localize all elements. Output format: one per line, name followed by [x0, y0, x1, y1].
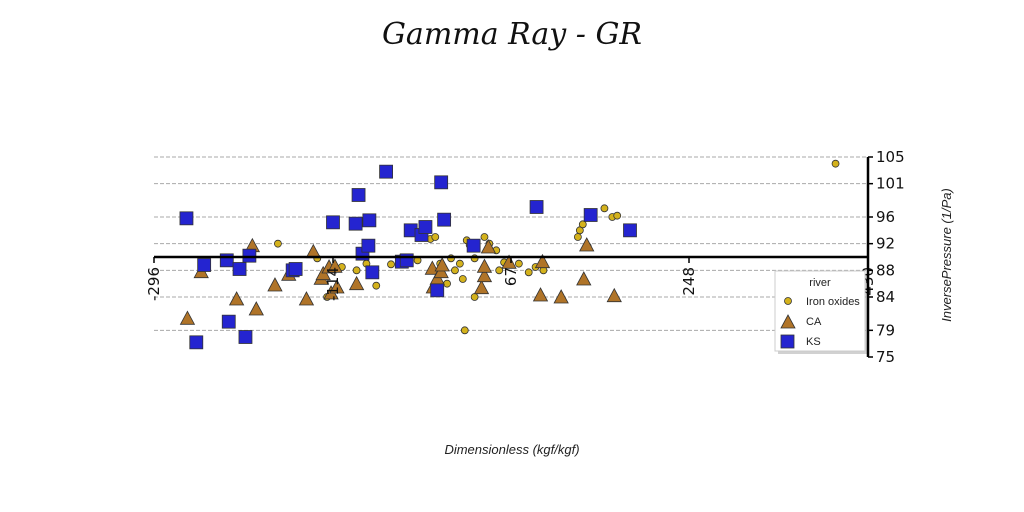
- ks-point: [437, 212, 452, 227]
- legend-marker-ca: [780, 314, 796, 329]
- iron-oxides-point: [458, 275, 467, 283]
- ks-point: [379, 164, 393, 179]
- y-axis-label: InversePressure (1/Pa): [939, 188, 954, 322]
- ks-point: [529, 200, 544, 214]
- y-tick-label: 75: [876, 348, 895, 366]
- ca-point: [480, 239, 497, 254]
- ca-point: [579, 237, 595, 252]
- ks-point: [434, 175, 449, 190]
- ca-point: [473, 279, 490, 295]
- data-points: [179, 159, 840, 350]
- legend-label-ca: CA: [806, 316, 822, 328]
- legend: river Iron oxides CA KS: [774, 270, 868, 354]
- iron-oxides-point: [470, 293, 479, 301]
- ca-point: [327, 258, 343, 273]
- ks-point: [351, 188, 366, 202]
- ks-point: [179, 211, 194, 226]
- ca-point: [434, 257, 450, 272]
- y-tick-label: 92: [876, 235, 895, 253]
- ks-point: [583, 208, 598, 222]
- chart-title: Gamma Ray - GR: [382, 17, 642, 52]
- ca-point: [476, 267, 493, 283]
- ca-point: [267, 277, 283, 292]
- iron-oxides-point: [831, 159, 840, 168]
- y-tick-label: 88: [876, 261, 895, 279]
- ca-point: [348, 275, 365, 291]
- ks-point: [189, 335, 204, 350]
- ca-point: [606, 287, 622, 303]
- iron-oxides-point: [274, 239, 282, 248]
- ks-point: [197, 258, 212, 272]
- ca-point: [329, 279, 345, 294]
- ks-point: [623, 223, 637, 238]
- legend-marker-ks: [780, 334, 795, 349]
- iron-oxides-point: [495, 266, 504, 275]
- ca-point: [298, 291, 315, 306]
- ca-point: [248, 301, 264, 316]
- ca-point: [553, 289, 569, 304]
- ca-point: [501, 254, 517, 269]
- ca-point: [532, 287, 549, 302]
- y-tick-label: 84: [876, 288, 895, 306]
- legend-label-iron-oxides: Iron oxides: [806, 296, 860, 308]
- legend-title: river: [809, 277, 831, 289]
- ca-point: [179, 310, 196, 325]
- legend-marker-iron-oxides: [784, 297, 792, 305]
- ks-point: [430, 283, 445, 298]
- iron-oxides-point: [480, 233, 489, 241]
- iron-oxides-point: [514, 259, 523, 268]
- y-tick-label: 105: [876, 148, 905, 166]
- x-axis-label: Dimensionless (kgf/kgf): [444, 442, 579, 457]
- ks-point: [466, 238, 481, 253]
- x-tick-label: 67: [502, 267, 520, 286]
- ca-point: [534, 253, 551, 269]
- iron-oxides-point: [578, 220, 587, 229]
- ks-point: [288, 262, 303, 276]
- ks-point: [361, 238, 376, 253]
- ks-point: [221, 314, 236, 329]
- ca-point: [228, 291, 245, 306]
- ca-point: [476, 258, 493, 273]
- iron-oxides-point: [451, 266, 459, 275]
- x-tick-label: -296: [145, 267, 163, 301]
- iron-oxides-point: [352, 266, 361, 275]
- iron-oxides-point: [524, 268, 533, 277]
- iron-oxides-point: [372, 281, 381, 290]
- legend-label-ks: KS: [806, 336, 821, 348]
- iron-oxides-point: [573, 233, 582, 241]
- ca-point: [576, 271, 592, 286]
- ks-point: [418, 220, 433, 234]
- ks-point: [365, 265, 380, 280]
- y-tick-label: 101: [876, 175, 905, 193]
- iron-oxides-point: [613, 211, 622, 220]
- ks-point: [362, 213, 377, 228]
- x-tick-label: 248: [680, 267, 698, 296]
- x-tick-label: -114: [324, 267, 342, 301]
- iron-oxides-point: [387, 260, 395, 269]
- ks-point: [326, 215, 340, 230]
- ks-point: [232, 262, 247, 276]
- ks-point: [242, 248, 257, 263]
- iron-oxides-point: [443, 279, 451, 288]
- ks-point: [238, 330, 253, 344]
- y-tick-label: 96: [876, 208, 895, 226]
- grid-lines: [154, 156, 868, 331]
- iron-oxides-point: [600, 204, 609, 213]
- y-tick-label: 79: [876, 321, 895, 339]
- iron-oxides-point: [431, 233, 440, 241]
- iron-oxides-point: [460, 326, 469, 335]
- ks-point: [348, 216, 363, 231]
- ca-point: [305, 243, 321, 259]
- iron-oxides-point: [455, 259, 464, 268]
